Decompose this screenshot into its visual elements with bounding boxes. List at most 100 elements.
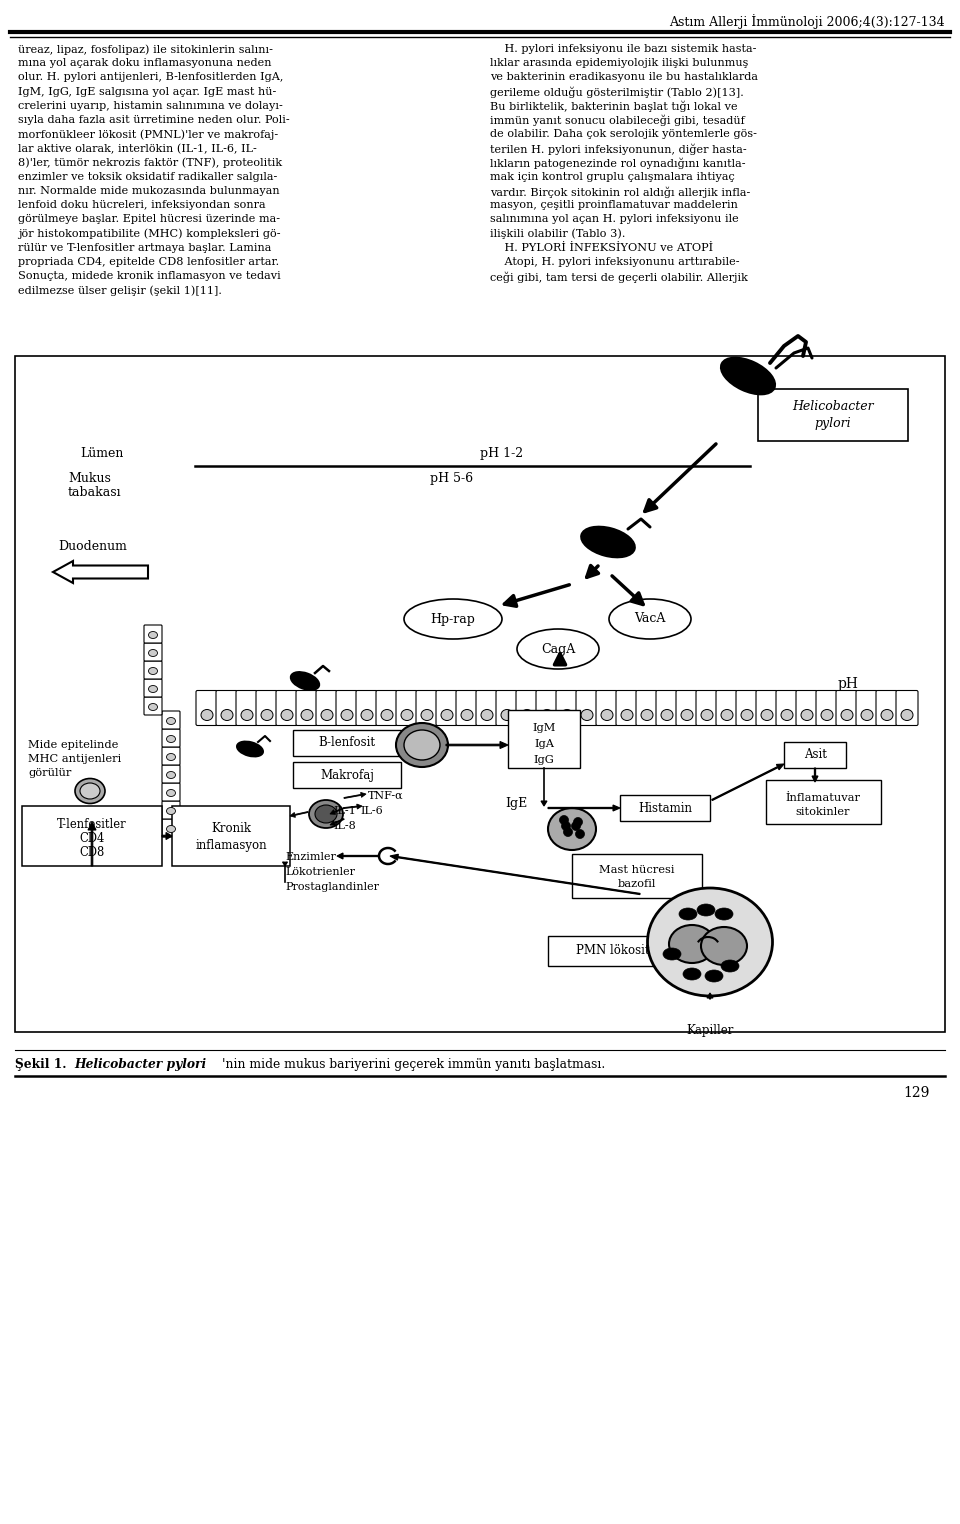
FancyBboxPatch shape — [162, 765, 180, 783]
Text: B-lenfosit: B-lenfosit — [319, 736, 375, 750]
Text: IgE: IgE — [505, 797, 527, 809]
FancyBboxPatch shape — [144, 696, 162, 715]
Ellipse shape — [821, 710, 833, 721]
Ellipse shape — [166, 771, 176, 779]
Text: edilmezse ülser gelişir (şekil 1)[11].: edilmezse ülser gelişir (şekil 1)[11]. — [18, 285, 222, 296]
FancyBboxPatch shape — [896, 690, 918, 725]
Text: IL-1: IL-1 — [333, 806, 356, 815]
FancyBboxPatch shape — [676, 690, 698, 725]
Ellipse shape — [149, 686, 157, 692]
FancyBboxPatch shape — [216, 690, 238, 725]
Ellipse shape — [75, 779, 105, 803]
FancyBboxPatch shape — [576, 690, 598, 725]
Text: Helicobacter: Helicobacter — [792, 401, 874, 413]
Bar — [766, 780, 881, 824]
Text: Makrofaj: Makrofaj — [320, 768, 374, 782]
Ellipse shape — [441, 710, 453, 721]
Ellipse shape — [581, 527, 635, 558]
Text: bazofil: bazofil — [618, 879, 657, 888]
Text: sitokinler: sitokinler — [796, 808, 851, 817]
FancyBboxPatch shape — [162, 747, 180, 765]
FancyArrow shape — [290, 811, 308, 817]
Ellipse shape — [341, 710, 353, 721]
FancyArrow shape — [344, 792, 366, 799]
Text: propriada CD4, epitelde CD8 lenfositler artar.: propriada CD4, epitelde CD8 lenfositler … — [18, 258, 279, 267]
Text: lar aktive olarak, interlökin (IL-1, IL-6, IL-: lar aktive olarak, interlökin (IL-1, IL-… — [18, 143, 256, 154]
Ellipse shape — [901, 710, 913, 721]
Text: pH: pH — [837, 677, 858, 690]
Text: Asit: Asit — [804, 748, 827, 762]
FancyBboxPatch shape — [162, 728, 180, 747]
FancyArrow shape — [337, 853, 379, 860]
Ellipse shape — [221, 710, 233, 721]
Ellipse shape — [201, 710, 213, 721]
FancyBboxPatch shape — [536, 690, 558, 725]
Ellipse shape — [149, 631, 157, 639]
Ellipse shape — [697, 904, 715, 916]
FancyBboxPatch shape — [716, 690, 738, 725]
Text: görülür: görülür — [28, 768, 71, 777]
Ellipse shape — [401, 710, 413, 721]
FancyBboxPatch shape — [162, 802, 180, 818]
FancyBboxPatch shape — [596, 690, 618, 725]
Ellipse shape — [396, 722, 448, 767]
Text: Histamin: Histamin — [638, 802, 692, 814]
Ellipse shape — [621, 710, 633, 721]
FancyArrow shape — [812, 768, 818, 782]
Text: olur. H. pylori antijenleri, B-lenfositlerden IgA,: olur. H. pylori antijenleri, B-lenfositl… — [18, 73, 283, 82]
Ellipse shape — [301, 710, 313, 721]
Text: IgA: IgA — [534, 739, 554, 748]
Text: lenfoid doku hücreleri, infeksiyondan sonra: lenfoid doku hücreleri, infeksiyondan so… — [18, 200, 266, 210]
Ellipse shape — [321, 710, 333, 721]
FancyBboxPatch shape — [162, 783, 180, 802]
Ellipse shape — [681, 710, 693, 721]
Text: ceği gibi, tam tersi de geçerli olabilir. Allerjik: ceği gibi, tam tersi de geçerli olabilir… — [490, 271, 748, 282]
Text: Helicobacter pylori: Helicobacter pylori — [74, 1058, 206, 1071]
Ellipse shape — [801, 710, 813, 721]
Ellipse shape — [80, 783, 100, 799]
Ellipse shape — [721, 710, 733, 721]
FancyBboxPatch shape — [144, 680, 162, 696]
Ellipse shape — [309, 800, 343, 828]
FancyBboxPatch shape — [776, 690, 798, 725]
FancyArrow shape — [541, 802, 547, 806]
FancyBboxPatch shape — [796, 690, 818, 725]
FancyBboxPatch shape — [162, 712, 180, 728]
Text: PMN lökosit: PMN lökosit — [576, 945, 650, 957]
Ellipse shape — [166, 736, 176, 742]
Text: lıklar arasında epidemiyolojik ilişki bulunmuş: lıklar arasında epidemiyolojik ilişki bu… — [490, 58, 749, 69]
Bar — [15, 357, 945, 1032]
Bar — [620, 796, 710, 821]
Text: 8)'ler, tümör nekrozis faktör (TNF), proteolitik: 8)'ler, tümör nekrozis faktör (TNF), pro… — [18, 157, 282, 168]
Text: Şekil 1.: Şekil 1. — [15, 1058, 71, 1071]
FancyBboxPatch shape — [736, 690, 758, 725]
Ellipse shape — [381, 710, 393, 721]
Ellipse shape — [481, 710, 493, 721]
FancyArrow shape — [707, 994, 713, 1000]
FancyBboxPatch shape — [556, 690, 578, 725]
Text: Duodenum: Duodenum — [58, 539, 127, 553]
Text: terilen H. pylori infeksiyonunun, diğer hasta-: terilen H. pylori infeksiyonunun, diğer … — [490, 143, 747, 155]
Ellipse shape — [237, 741, 263, 756]
FancyBboxPatch shape — [196, 690, 218, 725]
Text: Mukus: Mukus — [68, 472, 110, 485]
Text: rülür ve T-lenfositler artmaya başlar. Lamina: rülür ve T-lenfositler artmaya başlar. L… — [18, 242, 272, 253]
FancyBboxPatch shape — [656, 690, 678, 725]
Text: IL-6: IL-6 — [360, 806, 383, 815]
FancyBboxPatch shape — [396, 690, 418, 725]
Text: Lümen: Lümen — [80, 447, 124, 460]
Ellipse shape — [404, 599, 502, 639]
Bar — [172, 806, 290, 866]
Text: mına yol açarak doku inflamasyonuna neden: mına yol açarak doku inflamasyonuna nede… — [18, 58, 272, 69]
FancyBboxPatch shape — [376, 690, 398, 725]
Ellipse shape — [149, 668, 157, 675]
FancyBboxPatch shape — [456, 690, 478, 725]
Ellipse shape — [521, 710, 533, 721]
Ellipse shape — [501, 710, 513, 721]
FancyBboxPatch shape — [416, 690, 438, 725]
Ellipse shape — [166, 789, 176, 797]
Ellipse shape — [517, 629, 599, 669]
Ellipse shape — [281, 710, 293, 721]
FancyArrow shape — [344, 805, 362, 809]
Text: VacA: VacA — [635, 613, 665, 625]
